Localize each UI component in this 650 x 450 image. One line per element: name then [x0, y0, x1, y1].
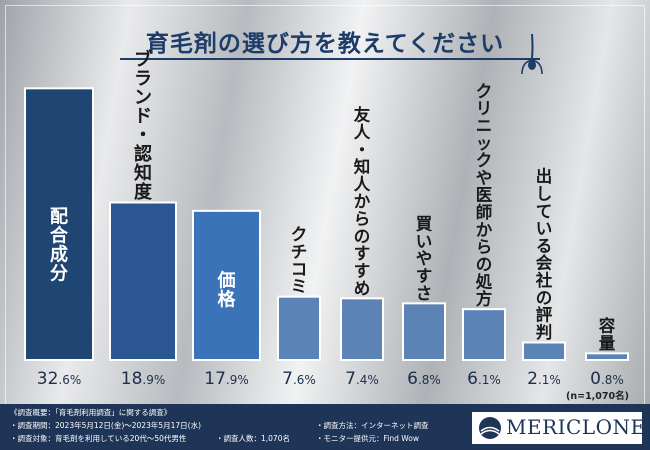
logo-text: MERICLONE [506, 415, 646, 439]
bar [522, 341, 566, 361]
bar [192, 209, 261, 361]
footer-people: ・調査人数：1,070名 [216, 434, 290, 443]
footer-provider: ・モニター提供元：Find Wow [316, 434, 419, 443]
value-label: 0.8% [590, 369, 624, 389]
chart-title: 育毛剤の選び方を教えてください [145, 31, 505, 57]
category-label: 買いやすさ [416, 215, 433, 303]
footer-target: ・調査対象：育毛剤を利用している20代〜50代男性 [10, 434, 187, 443]
category-label: 配合成分 [50, 207, 69, 285]
value-label: 7.4% [345, 369, 379, 389]
category-label: 容量 [599, 316, 616, 353]
bar-chart: 配合成分 32.6% ブランド・認知度 18.9% 価格 17.9% クチコミ 7.6% 友人・… [24, 49, 629, 389]
category-label: ブランド・認知度 [134, 49, 153, 203]
footer-method: ・調査方法：インターネット調査 [316, 421, 429, 430]
footer-survey-title: 《調査概要：「育毛剤利用調査」に関する調査》 [10, 408, 172, 417]
category-label: クチコミ [291, 225, 308, 296]
value-label: 7.6% [282, 369, 316, 389]
value-label: 2.1% [527, 369, 561, 389]
bar [340, 297, 384, 362]
category-label: 友人・知人からのすすめ [354, 105, 371, 298]
value-label: 17.9% [204, 369, 249, 389]
value-label: 6.8% [407, 369, 441, 389]
value-label: 32.6% [37, 369, 82, 389]
sample-size-label: (n=1,070名) [566, 391, 629, 402]
footer-period: ・調査期間：2023年5月12日(金)〜2023年5月17日(水) [10, 421, 202, 430]
hair-follicle-icon [521, 33, 543, 75]
category-label: 価格 [217, 270, 237, 311]
value-label: 18.9% [121, 369, 166, 389]
bar [109, 201, 177, 361]
bar [462, 308, 506, 361]
title-underline [120, 58, 540, 60]
category-label: クリニックや医師からの処方 [475, 82, 493, 309]
bar [24, 87, 94, 361]
value-label: 6.1% [467, 369, 501, 389]
category-label: 出している会社の評判 [535, 166, 553, 342]
bar [402, 302, 446, 362]
mericlone-logo-icon [479, 417, 501, 439]
bar [585, 352, 629, 362]
bar [277, 295, 321, 361]
